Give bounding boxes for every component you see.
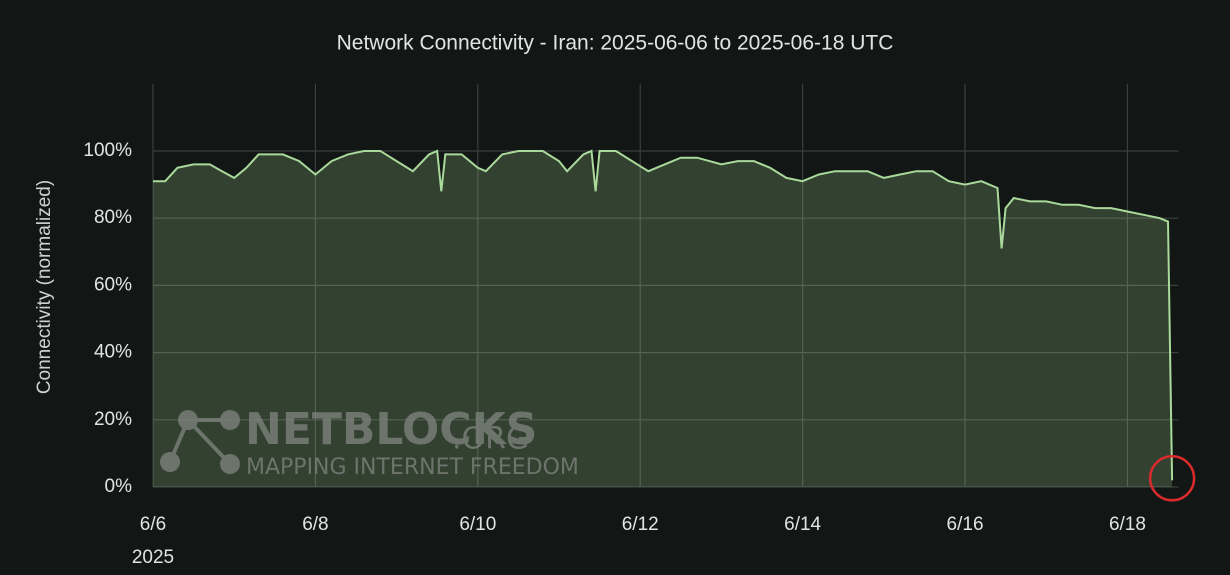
- x-tick-label: 6/18: [1109, 514, 1146, 535]
- x-tick-label: 6/10: [459, 514, 496, 535]
- y-tick-label: 0%: [105, 476, 133, 497]
- logo-node: [220, 454, 240, 474]
- x-tick-label: 6/8: [302, 514, 328, 535]
- logo-node: [160, 452, 180, 472]
- y-tick-label: 100%: [83, 140, 132, 161]
- chart-title: Network Connectivity - Iran: 2025-06-06 …: [337, 32, 894, 55]
- logo-node: [178, 410, 198, 430]
- y-tick-label: 40%: [94, 342, 132, 363]
- watermark-domain: .ORG: [452, 422, 529, 457]
- logo-link: [186, 418, 232, 466]
- watermark: NETBLOCKS .ORG MAPPING INTERNET FREEDOM: [160, 404, 579, 480]
- x-tick-label: 6/14: [784, 514, 821, 535]
- y-tick-label: 60%: [94, 274, 132, 295]
- watermark-brand: NETBLOCKS: [245, 404, 537, 455]
- connectivity-line: [153, 149, 1174, 481]
- x-tick-label: 6/6: [140, 514, 166, 535]
- x-tick-label: 6/12: [622, 514, 659, 535]
- y-tick-label: 80%: [94, 207, 132, 228]
- year-label: 2025: [132, 547, 174, 568]
- x-tick-label: 6/16: [947, 514, 984, 535]
- watermark-tagline: MAPPING INTERNET FREEDOM: [246, 455, 579, 480]
- logo-node: [220, 410, 240, 430]
- y-tick-label: 20%: [94, 409, 132, 430]
- y-axis-label: Connectivity (normalized): [34, 180, 55, 394]
- area-fill: [153, 151, 1173, 487]
- highlight-circle: [1148, 455, 1196, 502]
